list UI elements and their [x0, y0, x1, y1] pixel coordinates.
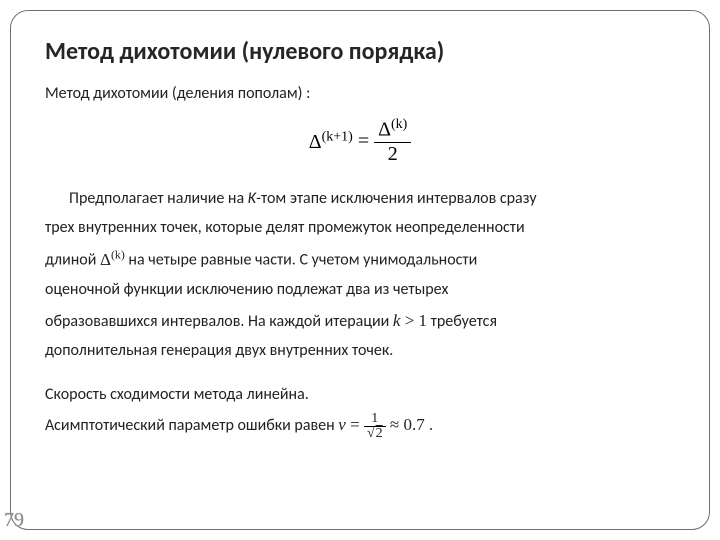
- nu-denominator: √2: [364, 427, 386, 441]
- sentence-dot: .: [429, 416, 433, 435]
- formula-lhs: Δ(k+1): [309, 131, 358, 153]
- gt-one: > 1: [400, 311, 427, 330]
- inline-k-gt-1: k > 1: [393, 311, 427, 330]
- delta-exponent: (k): [111, 247, 125, 261]
- text-fragment: Предполагает наличие на: [69, 189, 248, 208]
- approx-value: ≈ 0.7: [386, 415, 425, 434]
- final-formula: ν = 1√2 ≈ 0.7: [338, 415, 429, 434]
- radical-symbol: √: [367, 426, 375, 441]
- delta-symbol: Δ: [100, 250, 111, 269]
- text-fragment: -том этапе исключения интервалов сразу: [256, 189, 537, 208]
- slide-title: Метод дихотомии (нулевого порядка): [45, 37, 675, 66]
- paragraph-line-7: Скорость сходимости метода линейна.: [45, 380, 675, 410]
- text-fragment: на четыре равные части. С учетом унимода…: [125, 251, 477, 270]
- inline-delta: Δ(k): [100, 250, 125, 269]
- italic-k: K: [248, 189, 256, 208]
- text-fragment: требуется: [427, 312, 497, 331]
- paragraph-line-2: трех внутренних точек, которые делят про…: [45, 213, 675, 243]
- paragraph-line-1: Предполагает наличие на K-том этапе искл…: [45, 184, 675, 214]
- equals-sign: =: [358, 130, 374, 152]
- main-formula: Δ(k+1) = Δ(k) 2: [45, 117, 675, 166]
- slide-subtitle: Метод дихотомии (деления пополам) :: [45, 84, 675, 103]
- text-fragment: образовавшихся интервалов. На каждой ите…: [45, 312, 393, 331]
- nu-fraction: 1√2: [364, 412, 386, 441]
- equals-sign: =: [346, 415, 364, 434]
- nu-symbol: ν: [338, 415, 346, 434]
- paragraph-line-8: Асимптотический параметр ошибки равен ν …: [45, 409, 675, 441]
- text-fragment: Асимптотический параметр ошибки равен: [45, 416, 338, 435]
- num-exponent: (k): [391, 117, 407, 132]
- nu-numerator: 1: [364, 412, 386, 427]
- delta-symbol: Δ: [309, 131, 322, 153]
- fraction-denominator: 2: [374, 143, 411, 166]
- paragraph-line-4: оценочной функции исключению подлежат дв…: [45, 275, 675, 305]
- paragraph-line-3: длиной Δ(k) на четыре равные части. С уч…: [45, 243, 675, 275]
- paragraph-line-5: образовавшихся интервалов. На каждой ите…: [45, 305, 675, 337]
- slide-frame: Метод дихотомии (нулевого порядка) Метод…: [10, 10, 710, 530]
- radical-value: 2: [375, 426, 383, 441]
- page-number: 79: [4, 509, 24, 532]
- formula-fraction: Δ(k) 2: [374, 117, 411, 166]
- paragraph-gap: [45, 366, 675, 380]
- lhs-exponent: (k+1): [322, 129, 353, 144]
- paragraph-line-6: дополнительная генерация двух внутренних…: [45, 336, 675, 366]
- text-fragment: длиной: [45, 251, 100, 270]
- num-delta: Δ: [378, 119, 391, 141]
- fraction-numerator: Δ(k): [374, 117, 411, 143]
